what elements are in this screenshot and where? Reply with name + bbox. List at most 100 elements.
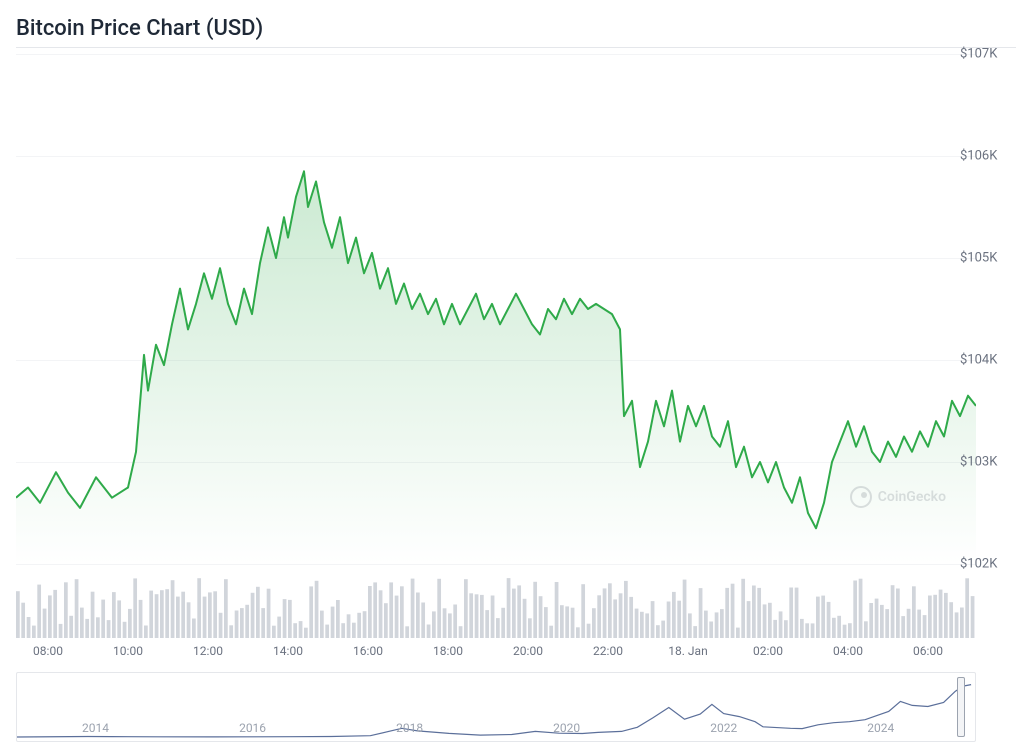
y-tick-label: $105K bbox=[960, 251, 997, 266]
range-handle[interactable] bbox=[957, 677, 965, 737]
volume-bar bbox=[373, 582, 377, 638]
volume-bar bbox=[421, 603, 425, 639]
volume-bar bbox=[75, 579, 79, 638]
volume-bar bbox=[763, 604, 767, 638]
volume-bar bbox=[725, 588, 729, 638]
volume-bar bbox=[283, 599, 287, 638]
volume-bar bbox=[565, 606, 569, 638]
volume-bar bbox=[603, 588, 607, 638]
volume-bar bbox=[640, 612, 644, 638]
volume-bar bbox=[91, 592, 95, 638]
volume-bar bbox=[357, 613, 361, 638]
y-tick-label: $103K bbox=[960, 455, 997, 470]
volume-bar bbox=[523, 599, 527, 638]
x-tick-label: 04:00 bbox=[833, 644, 863, 658]
volume-bar bbox=[219, 613, 223, 638]
volume-bar bbox=[907, 609, 911, 638]
range-year-label: 2022 bbox=[710, 721, 737, 735]
volume-bar bbox=[645, 613, 649, 638]
volume-bar bbox=[859, 579, 863, 638]
volume-bar bbox=[32, 626, 36, 638]
volume-bar bbox=[885, 609, 889, 638]
range-line-chart[interactable] bbox=[17, 673, 975, 741]
main-chart-area[interactable]: $102K$103K$104K$105K$106K$107K CoinGecko bbox=[16, 54, 1016, 564]
chart-container: Bitcoin Price Chart (USD) $102K$103K$104… bbox=[0, 0, 1024, 747]
volume-bar bbox=[741, 579, 745, 638]
volume-bar bbox=[197, 578, 201, 638]
volume-bar bbox=[693, 626, 697, 638]
volume-bar bbox=[891, 585, 895, 638]
volume-bar bbox=[400, 586, 404, 638]
volume-bar bbox=[784, 620, 788, 638]
volume-bar bbox=[213, 591, 217, 638]
volume-bar bbox=[112, 592, 116, 638]
volume-bar bbox=[448, 613, 452, 638]
volume-bar bbox=[453, 605, 457, 639]
volume-bar bbox=[437, 579, 441, 638]
volume-bar bbox=[597, 595, 601, 638]
volume-bar bbox=[304, 628, 308, 638]
volume-bar bbox=[267, 589, 271, 638]
price-line-chart[interactable] bbox=[16, 54, 976, 564]
volume-bar bbox=[677, 601, 681, 638]
volume-bar bbox=[416, 593, 420, 639]
volume-bar bbox=[709, 622, 713, 639]
volume-bar bbox=[795, 588, 799, 638]
range-selector[interactable]: 201420162018202020222024 bbox=[16, 672, 976, 742]
watermark-text: CoinGecko bbox=[878, 489, 946, 505]
volume-bar bbox=[101, 600, 105, 638]
volume-bar bbox=[277, 617, 281, 638]
y-tick-label: $104K bbox=[960, 353, 997, 368]
volume-bar bbox=[176, 597, 180, 638]
volume-bar bbox=[181, 592, 185, 638]
volume-bar bbox=[395, 596, 399, 638]
volume-bar bbox=[288, 600, 292, 638]
volume-bar bbox=[123, 622, 127, 638]
volume-bar bbox=[928, 596, 932, 639]
volume-bar bbox=[608, 583, 612, 638]
volume-bar bbox=[107, 620, 111, 638]
volume-bar bbox=[949, 602, 953, 638]
volume-bar bbox=[560, 605, 564, 638]
volume-bar bbox=[704, 611, 708, 638]
volume-bar bbox=[549, 626, 553, 638]
volume-bar bbox=[21, 603, 25, 638]
volume-bar bbox=[821, 596, 825, 638]
volume-bar bbox=[293, 623, 297, 638]
x-tick-label: 02:00 bbox=[753, 644, 783, 658]
volume-bar bbox=[384, 603, 388, 638]
volume-bar bbox=[592, 608, 596, 638]
title-divider bbox=[16, 47, 1016, 48]
volume-bar bbox=[37, 585, 41, 638]
volume-bar bbox=[656, 625, 660, 638]
volume-bar bbox=[411, 579, 415, 638]
x-tick-label: 16:00 bbox=[353, 644, 383, 658]
volume-bar bbox=[619, 593, 623, 638]
volume-bar bbox=[624, 581, 628, 638]
volume-bar bbox=[309, 586, 313, 638]
volume-bar bbox=[683, 580, 687, 638]
volume-bar bbox=[688, 613, 692, 638]
volume-bar bbox=[464, 579, 468, 638]
volume-bar bbox=[368, 586, 372, 638]
x-tick-label: 22:00 bbox=[593, 644, 623, 658]
volume-bar bbox=[155, 594, 159, 638]
volume-bar bbox=[731, 584, 735, 638]
volume-bar bbox=[69, 616, 73, 638]
volume-bar bbox=[501, 608, 505, 638]
volume-bar bbox=[224, 579, 228, 638]
volume-bar bbox=[875, 599, 879, 638]
volume-bar bbox=[475, 594, 479, 638]
volume-bar bbox=[187, 602, 191, 638]
volume-bar bbox=[848, 623, 852, 638]
volume-bar bbox=[635, 609, 639, 638]
volume-bar bbox=[235, 611, 239, 639]
volume-bar bbox=[341, 623, 345, 638]
range-year-label: 2016 bbox=[239, 721, 266, 735]
volume-bar bbox=[736, 628, 740, 638]
volume-bar bbox=[64, 582, 68, 638]
volume-bar bbox=[160, 590, 164, 638]
x-tick-label: 12:00 bbox=[193, 644, 223, 658]
volume-bar bbox=[117, 600, 121, 638]
volume-bar bbox=[96, 617, 100, 638]
